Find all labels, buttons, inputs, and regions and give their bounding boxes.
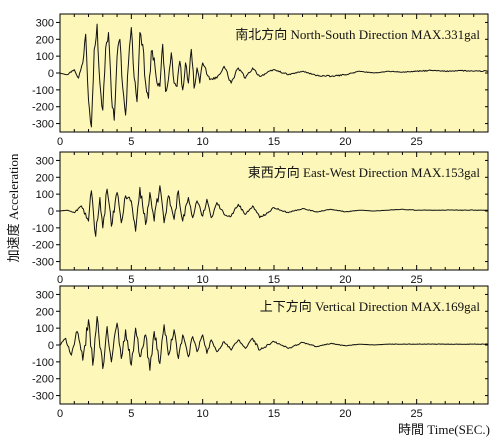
y-tick-label: -300	[32, 257, 54, 269]
x-axis-label: 時間 Time(SEC.)	[398, 422, 490, 437]
y-tick-label: -300	[32, 391, 54, 403]
x-tick-label: 25	[411, 408, 423, 420]
panel-title: 上下方向 Vertical Direction MAX.169gal	[260, 299, 481, 314]
y-tick-label: -100	[32, 85, 54, 97]
y-tick-label: -100	[32, 357, 54, 369]
x-tick-label: 0	[57, 408, 63, 420]
y-tick-label: 100	[36, 51, 54, 63]
x-tick-label: 5	[128, 408, 134, 420]
y-tick-label: -200	[32, 102, 54, 114]
y-tick-label: 200	[36, 306, 54, 318]
panel-title: 南北方向 North-South Direction MAX.331gal	[235, 27, 480, 42]
y-tick-label: -300	[32, 119, 54, 131]
y-tick-label: -100	[32, 223, 54, 235]
x-tick-label: 15	[268, 136, 280, 148]
x-tick-label: 0	[57, 274, 63, 286]
x-tick-label: 20	[339, 136, 351, 148]
acceleration-trace	[59, 185, 489, 237]
x-tick-label: 10	[197, 408, 209, 420]
y-tick-label: 0	[48, 68, 54, 80]
x-tick-label: 25	[411, 136, 423, 148]
y-tick-label: 300	[36, 17, 54, 29]
y-tick-label: 200	[36, 34, 54, 46]
x-tick-label: 20	[339, 274, 351, 286]
panel-title: 東西方向 East-West Direction MAX.153gal	[248, 165, 481, 180]
acceleration-trace	[59, 316, 489, 371]
y-tick-label: 300	[36, 155, 54, 167]
x-tick-label: 0	[57, 136, 63, 148]
y-tick-label: 0	[48, 340, 54, 352]
y-axis-label: 加速度 Acceleration	[6, 153, 21, 262]
x-tick-label: 25	[411, 274, 423, 286]
y-tick-label: 200	[36, 172, 54, 184]
x-tick-label: 15	[268, 274, 280, 286]
x-tick-label: 5	[128, 136, 134, 148]
y-tick-label: 300	[36, 289, 54, 301]
x-tick-label: 10	[197, 136, 209, 148]
plot-area	[59, 285, 489, 405]
y-tick-label: -200	[32, 240, 54, 252]
acceleration-trace	[59, 23, 489, 128]
plot-area	[59, 151, 489, 271]
y-tick-label: 100	[36, 189, 54, 201]
x-tick-label: 5	[128, 274, 134, 286]
y-tick-label: 100	[36, 323, 54, 335]
y-tick-label: -200	[32, 374, 54, 386]
y-tick-label: 0	[48, 206, 54, 218]
x-tick-label: 10	[197, 274, 209, 286]
x-tick-label: 15	[268, 408, 280, 420]
x-tick-label: 20	[339, 408, 351, 420]
